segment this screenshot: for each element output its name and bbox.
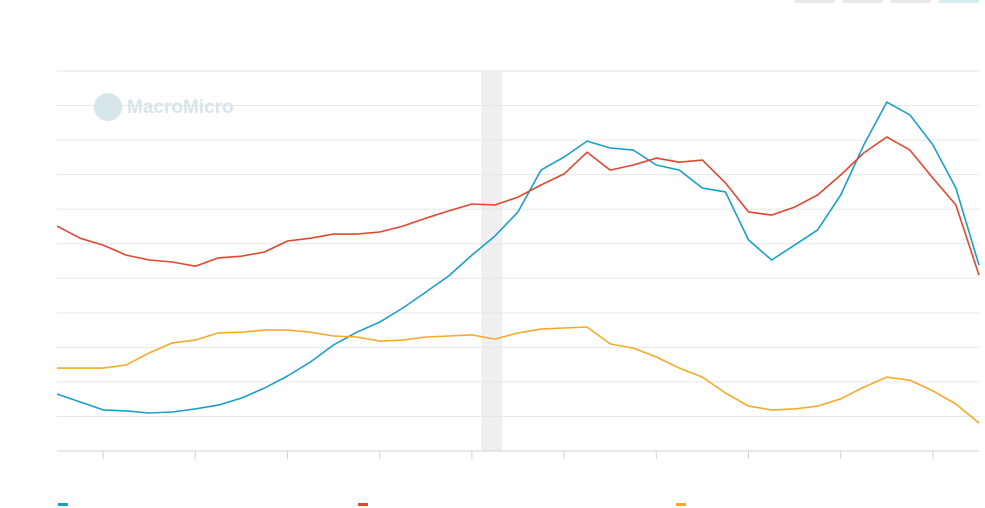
toolbar-button[interactable] (843, 0, 883, 3)
series-line (57, 326, 980, 424)
legend-swatch (58, 503, 68, 506)
legend-swatch (676, 503, 686, 506)
legend-swatch (358, 503, 368, 506)
toolbar-button[interactable] (795, 0, 835, 3)
shaded-band (481, 71, 503, 451)
plot-area (56, 70, 980, 459)
toolbar (795, 0, 979, 3)
watermark: MacroMicro (127, 97, 234, 118)
series-line (56, 101, 980, 414)
toolbar-button[interactable] (939, 0, 979, 3)
toolbar-button[interactable] (891, 0, 931, 3)
watermark-logo (94, 93, 122, 121)
legend (58, 503, 686, 506)
series-line (56, 136, 980, 276)
watermark-group: MacroMicro (94, 93, 234, 121)
